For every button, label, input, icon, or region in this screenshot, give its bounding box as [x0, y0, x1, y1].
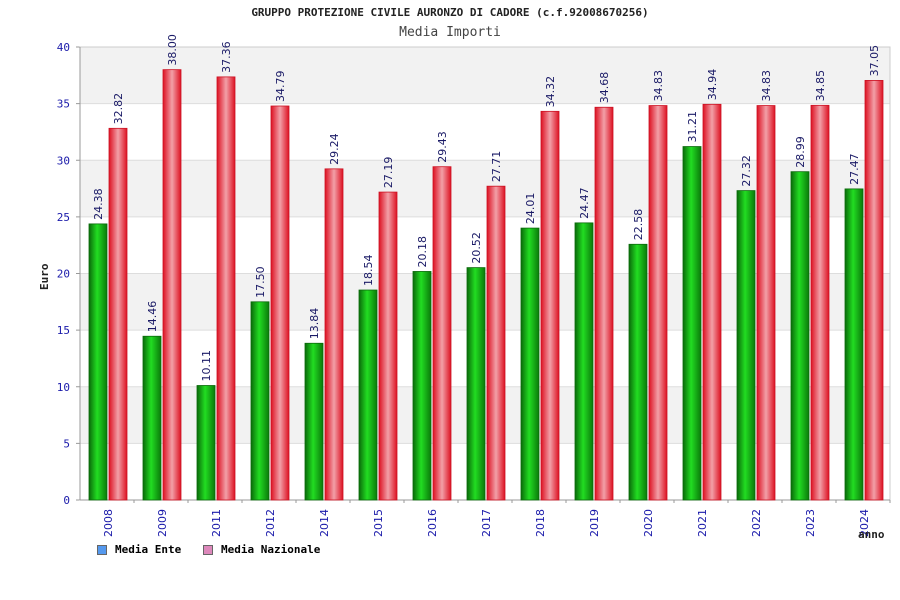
bar-media-nazionale [378, 191, 398, 501]
x-tick-label: 2024 [858, 509, 871, 537]
y-tick-label: 10 [57, 381, 70, 394]
bar-media-ente [88, 223, 108, 501]
x-tick-label: 2021 [696, 509, 709, 537]
data-label: 17.50 [254, 266, 267, 298]
data-label: 29.43 [436, 131, 449, 163]
x-tick-label: 2008 [102, 509, 115, 537]
x-tick-label: 2022 [750, 509, 763, 537]
x-tick-label: 2012 [264, 509, 277, 537]
data-label: 38.00 [166, 34, 179, 66]
bar-media-ente [736, 190, 756, 501]
data-label: 34.79 [274, 71, 287, 103]
data-label: 28.99 [794, 136, 807, 168]
data-label: 34.85 [814, 70, 827, 102]
data-label: 22.58 [632, 209, 645, 241]
bar-media-nazionale [810, 104, 830, 501]
bar-media-ente [790, 171, 810, 501]
data-label: 34.94 [706, 69, 719, 101]
x-tick-label: 2011 [210, 509, 223, 537]
legend-item-media-ente: Media Ente [97, 543, 181, 556]
y-tick-label: 25 [57, 211, 70, 224]
data-label: 27.32 [740, 155, 753, 187]
data-label: 34.68 [598, 72, 611, 104]
y-tick-label: 5 [63, 437, 70, 450]
x-tick-label: 2016 [426, 509, 439, 537]
bar-media-ente [358, 289, 378, 501]
bar-media-nazionale [108, 127, 128, 501]
bar-media-ente [304, 342, 324, 501]
data-label: 14.46 [146, 301, 159, 333]
data-label: 27.47 [848, 153, 861, 185]
bar-media-ente [142, 335, 162, 501]
x-tick-label: 2020 [642, 509, 655, 537]
bar-media-nazionale [540, 110, 560, 501]
y-tick-label: 40 [57, 41, 70, 54]
data-label: 24.01 [524, 193, 537, 225]
data-label: 32.82 [112, 93, 125, 125]
data-label: 31.21 [686, 111, 699, 143]
bar-media-nazionale [270, 105, 290, 501]
bar-media-nazionale [162, 69, 182, 501]
legend-swatch-media-ente [97, 544, 107, 555]
x-tick-label: 2014 [318, 509, 331, 537]
data-label: 27.19 [382, 157, 395, 189]
data-label: 37.05 [868, 45, 881, 77]
x-tick-label: 2019 [588, 509, 601, 537]
bar-media-nazionale [702, 103, 722, 501]
bar-media-ente [520, 227, 540, 501]
y-tick-label: 35 [57, 98, 70, 111]
data-label: 13.84 [308, 308, 321, 340]
bar-media-nazionale [486, 185, 506, 501]
data-label: 24.47 [578, 187, 591, 219]
plot-band [80, 103, 890, 161]
bar-media-ente [682, 146, 702, 501]
data-label: 20.52 [470, 232, 483, 264]
bar-media-nazionale [216, 76, 236, 501]
bar-media-nazionale [756, 105, 776, 501]
y-axis-label: Euro [38, 263, 51, 291]
x-tick-label: 2017 [480, 509, 493, 537]
bar-media-nazionale [432, 166, 452, 501]
bar-media-nazionale [648, 105, 668, 501]
y-tick-label: 15 [57, 324, 70, 337]
legend-label-media-nazionale: Media Nazionale [221, 543, 321, 556]
data-label: 34.83 [652, 70, 665, 102]
bar-media-ente [574, 222, 594, 501]
x-tick-label: 2023 [804, 509, 817, 537]
y-tick-label: 0 [63, 494, 70, 507]
data-label: 34.83 [760, 70, 773, 102]
bar-media-nazionale [594, 106, 614, 501]
data-label: 18.54 [362, 255, 375, 287]
x-tick-label: 2015 [372, 509, 385, 537]
bar-media-nazionale [324, 168, 344, 501]
legend-item-media-nazionale: Media Nazionale [203, 543, 320, 556]
chart-subtitle: Media Importi [399, 25, 501, 40]
data-label: 37.36 [220, 41, 233, 73]
bar-media-ente [466, 267, 486, 501]
data-label: 24.38 [92, 188, 105, 220]
bar-media-nazionale [864, 80, 884, 501]
data-label: 27.71 [490, 151, 503, 183]
y-tick-label: 20 [57, 268, 70, 281]
data-label: 34.32 [544, 76, 557, 108]
bar-media-ente [412, 271, 432, 501]
bar-media-ente [196, 385, 216, 501]
legend-label-media-ente: Media Ente [115, 543, 182, 556]
x-tick-label: 2018 [534, 509, 547, 537]
bar-media-ente [250, 301, 270, 501]
x-axis-label: anno [858, 528, 885, 541]
y-tick-label: 30 [57, 154, 70, 167]
data-label: 10.11 [200, 350, 213, 382]
x-tick-label: 2009 [156, 509, 169, 537]
bar-media-ente [844, 188, 864, 501]
bar-media-ente [628, 243, 648, 501]
chart-title: GRUPPO PROTEZIONE CIVILE AURONZO DI CADO… [251, 6, 649, 19]
plot-band [80, 47, 890, 104]
data-label: 20.18 [416, 236, 429, 268]
legend-swatch-media-nazionale [203, 544, 213, 555]
data-label: 29.24 [328, 133, 341, 165]
